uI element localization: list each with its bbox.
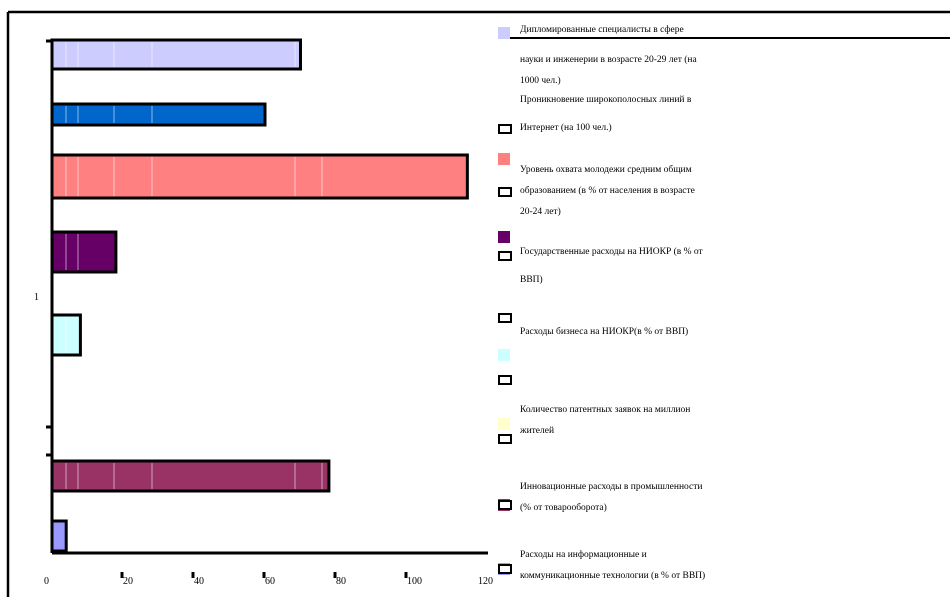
- legend-text: Проникновение широкополосных линий в Инте…: [520, 90, 735, 139]
- legend-line: Расходы на информационные и: [520, 550, 647, 560]
- legend-line: 20-24 лет): [520, 207, 561, 217]
- legend-line: (% от товарооборота): [520, 503, 607, 513]
- bar: [50, 102, 267, 127]
- legend-empty-box: [498, 124, 512, 134]
- x-tick-label: 0: [44, 576, 49, 587]
- legend-swatch: [498, 153, 510, 165]
- legend-empty-box: [498, 564, 512, 574]
- x-tick-label: 20: [123, 576, 133, 587]
- legend-swatch: [498, 231, 510, 243]
- x-tick-label: 100: [407, 576, 422, 587]
- bar: [50, 230, 118, 274]
- x-tick-label: 60: [265, 576, 275, 587]
- ticks-layer: 0 20 40 60 80 100 120: [44, 572, 493, 587]
- legend-empty-box: [498, 375, 512, 385]
- legend-line: Инновационные расходы в промышленности: [520, 482, 703, 492]
- legend-empty-box: [498, 187, 512, 197]
- legend-text: Уровень охвата молодежи средним общим обр…: [520, 160, 735, 223]
- legend-empty-box: [498, 434, 512, 444]
- legend-line: образованием (в % от населения в возраст…: [520, 186, 695, 196]
- legend-line: Количество патентных заявок на миллион: [520, 405, 691, 415]
- legend-text: Дипломированные специалисты в сфере науки…: [520, 20, 735, 92]
- bar: [50, 519, 68, 553]
- legend-empty-box: [498, 251, 512, 261]
- legend-line: Интернет (на 100 чел.): [520, 123, 612, 133]
- legend-line: Уровень охвата молодежи средним общим: [520, 165, 692, 175]
- legend-empty-box: [498, 313, 512, 323]
- legend-swatch: [498, 349, 510, 361]
- legend-line: коммуникационные технологии (в % от ВВП): [520, 571, 706, 581]
- bar: [50, 459, 331, 493]
- x-tick-label: 80: [336, 576, 346, 587]
- legend-line: 1000 чел.): [520, 76, 561, 86]
- legend-empty-box: [498, 500, 512, 510]
- legend-swatch: [498, 418, 510, 430]
- legend-line: Проникновение широкополосных линий в: [520, 95, 692, 105]
- legend-text: Государственные расходы на НИОКР (в % от…: [520, 242, 735, 291]
- x-tick-label: 40: [194, 576, 204, 587]
- bars-layer: [50, 38, 469, 553]
- bar: [50, 38, 302, 71]
- legend-line: жителей: [520, 426, 555, 436]
- legend-line: ВВП): [520, 275, 543, 285]
- bar: [50, 153, 469, 200]
- legend-line: Государственные расходы на НИОКР (в % от: [520, 247, 703, 257]
- legend-text: Расходы бизнеса на НИОКР(в % от ВВП): [520, 322, 735, 343]
- legend-text: Расходы на информационные и коммуникацион…: [520, 545, 735, 587]
- legend-line: Дипломированные специалисты в сфере: [520, 25, 684, 35]
- x-tick-label: 120: [478, 576, 493, 587]
- legend-line: науки и инженерии в возрасте 20-29 лет (…: [520, 55, 697, 65]
- legend-text: Инновационные расходы в промышленности (%…: [520, 477, 735, 519]
- legend-text: Количество патентных заявок на миллион жи…: [520, 400, 735, 442]
- category-label: 1: [34, 292, 39, 303]
- legend-line: Расходы бизнеса на НИОКР(в % от ВВП): [520, 327, 689, 337]
- legend-swatch: [498, 27, 510, 39]
